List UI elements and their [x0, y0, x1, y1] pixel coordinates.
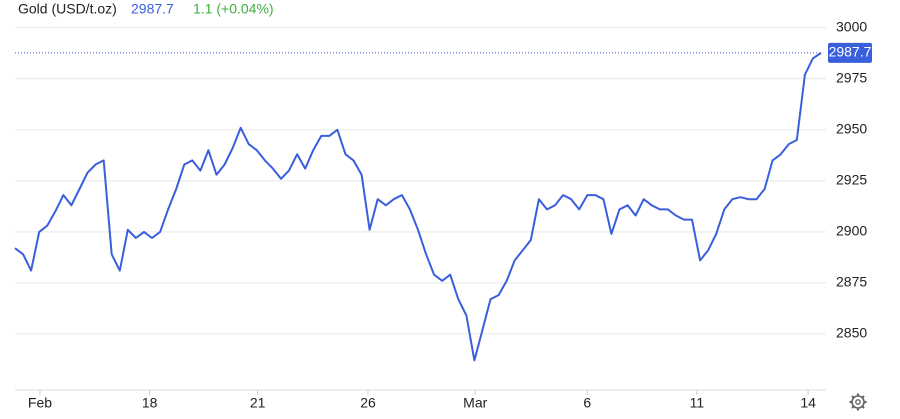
- x-tick-label: 26: [360, 395, 376, 411]
- x-tick-label: 11: [690, 395, 705, 411]
- x-tick-label: 18: [142, 395, 158, 411]
- instrument-name: Gold (USD/t.oz): [18, 1, 117, 17]
- price-line: [14, 52, 822, 362]
- x-tick-label: 14: [800, 395, 816, 411]
- x-tick-label: Mar: [463, 395, 487, 411]
- y-tick-label: 2975: [836, 70, 867, 86]
- y-tick-label: 2900: [836, 223, 867, 239]
- settings-icon[interactable]: [849, 393, 867, 411]
- header-change: 1.1 (+0.04%): [193, 1, 274, 17]
- x-tick-label: 6: [583, 395, 591, 411]
- y-tick-label: 2850: [836, 325, 867, 341]
- y-tick-label: 2875: [836, 274, 867, 290]
- x-tick-label: Feb: [28, 395, 52, 411]
- last-price-box: [828, 42, 872, 63]
- x-tick-label: 21: [250, 395, 266, 411]
- last-price-label: 2987.7: [829, 44, 872, 60]
- y-tick-label: 2950: [836, 121, 867, 137]
- header-price: 2987.7: [131, 1, 174, 17]
- y-tick-label: 2925: [836, 172, 867, 188]
- y-tick-label: 3000: [836, 18, 867, 34]
